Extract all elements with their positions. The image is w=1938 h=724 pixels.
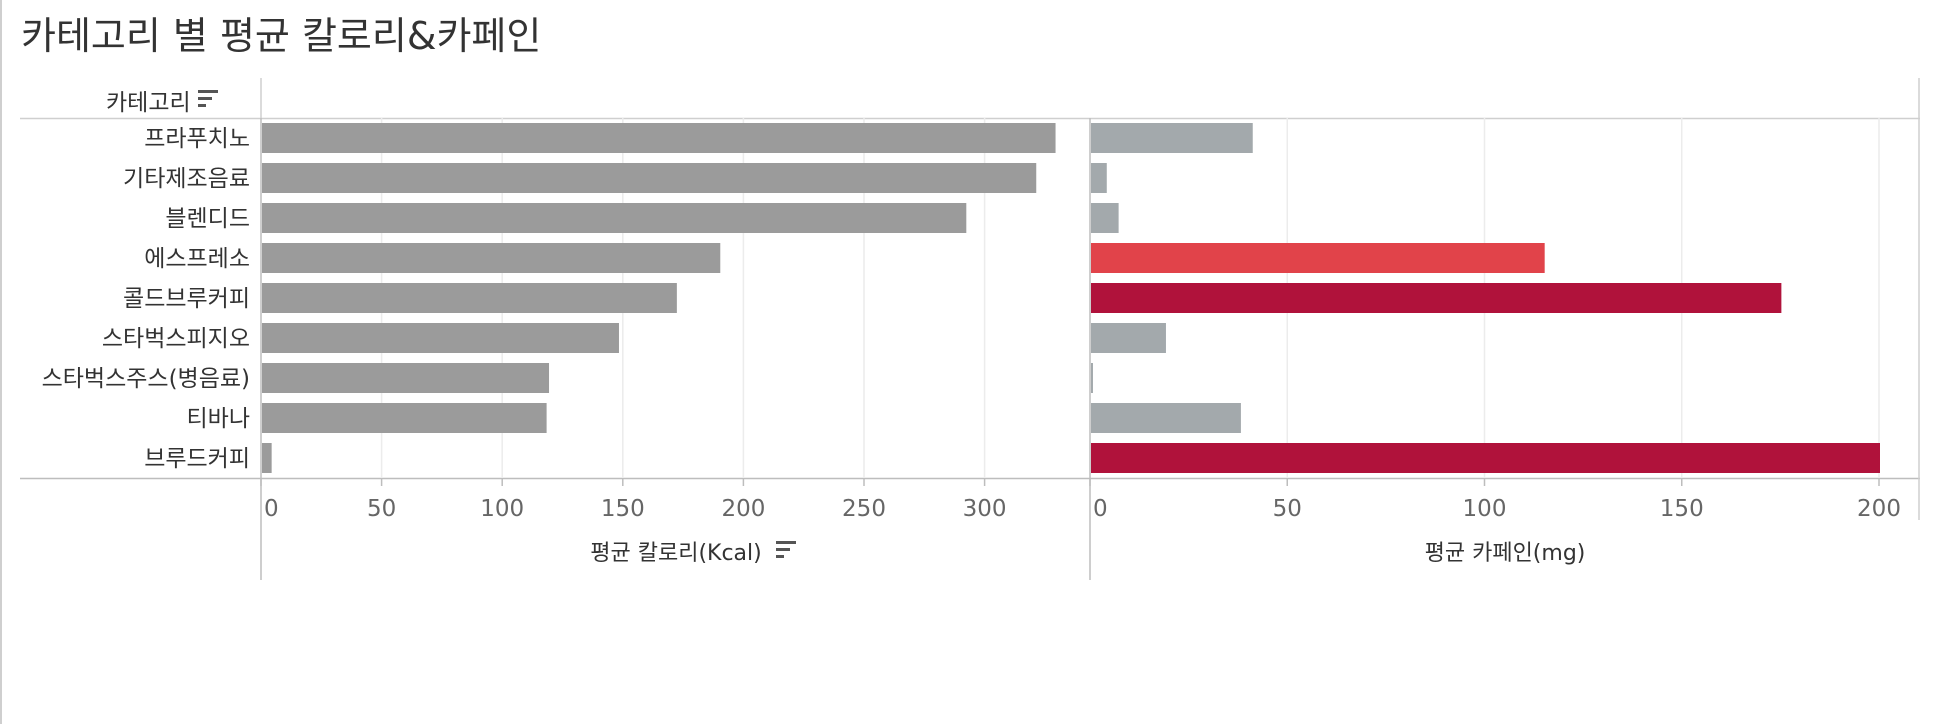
calorie-bar[interactable] — [262, 403, 547, 433]
caffeine-bar[interactable] — [1091, 123, 1253, 153]
calorie-bar[interactable] — [262, 243, 721, 273]
category-label: 콜드브루커피 — [123, 286, 250, 312]
calorie-bar[interactable] — [262, 283, 677, 313]
category-label: 스타벅스피지오 — [102, 326, 250, 352]
category-label: 티바나 — [187, 406, 250, 432]
category-label: 에스프레소 — [144, 246, 250, 272]
category-label: 블렌디드 — [165, 206, 250, 232]
calorie-tick-label: 200 — [721, 496, 765, 522]
calorie-bar[interactable] — [262, 443, 272, 473]
calorie-ticks: 0 50 100 150 200 250 300 — [260, 478, 1007, 522]
caffeine-tick-label: 200 — [1857, 496, 1901, 522]
caffeine-bar[interactable] — [1091, 363, 1093, 393]
calorie-tick-label: 100 — [480, 496, 524, 522]
caffeine-tick-label: 50 — [1273, 496, 1302, 522]
calorie-bar[interactable] — [262, 363, 550, 393]
calorie-bar[interactable] — [262, 123, 1056, 153]
caffeine-ticks: 0 50 100 150 200 — [1089, 478, 1901, 522]
caffeine-tick-label: 150 — [1660, 496, 1704, 522]
caffeine-tick-label: 0 — [1093, 496, 1108, 522]
calorie-bar[interactable] — [262, 323, 619, 353]
caffeine-tick-label: 100 — [1463, 496, 1507, 522]
left-border — [0, 0, 2, 724]
calorie-axis-title: 평균 칼로리(Kcal) — [590, 541, 761, 566]
caffeine-bar[interactable] — [1091, 243, 1545, 273]
chart-title: 카테고리 별 평균 칼로리&카페인 — [21, 14, 542, 58]
caffeine-bar[interactable] — [1091, 323, 1166, 353]
caffeine-bar[interactable] — [1091, 403, 1241, 433]
calorie-bar[interactable] — [262, 203, 967, 233]
calorie-tick-label: 250 — [842, 496, 886, 522]
calorie-bar[interactable] — [262, 163, 1037, 193]
calorie-axis-sort-icon[interactable] — [776, 541, 796, 558]
row-header-label: 카테고리 — [106, 90, 191, 116]
calorie-tick-label: 300 — [963, 496, 1007, 522]
category-labels: 프라푸치노기타제조음료블렌디드에스프레소콜드브루커피스타벅스피지오스타벅스주스(… — [42, 126, 250, 472]
category-label: 브루드커피 — [144, 446, 250, 472]
caffeine-bar[interactable] — [1091, 163, 1107, 193]
caffeine-bars — [1091, 123, 1880, 473]
caffeine-bar[interactable] — [1091, 443, 1880, 473]
category-label: 기타제조음료 — [123, 166, 250, 192]
calorie-tick-label: 150 — [601, 496, 645, 522]
caffeine-bar[interactable] — [1091, 203, 1119, 233]
caffeine-axis-title: 평균 카페인(mg) — [1425, 541, 1586, 566]
row-header-sort-icon[interactable] — [198, 90, 218, 107]
calorie-tick-label: 50 — [367, 496, 396, 522]
category-label: 스타벅스주스(병음료) — [42, 366, 250, 392]
category-label: 프라푸치노 — [144, 126, 250, 152]
calorie-bars — [262, 123, 1056, 473]
calorie-tick-label: 0 — [264, 496, 279, 522]
caffeine-bar[interactable] — [1091, 283, 1782, 313]
